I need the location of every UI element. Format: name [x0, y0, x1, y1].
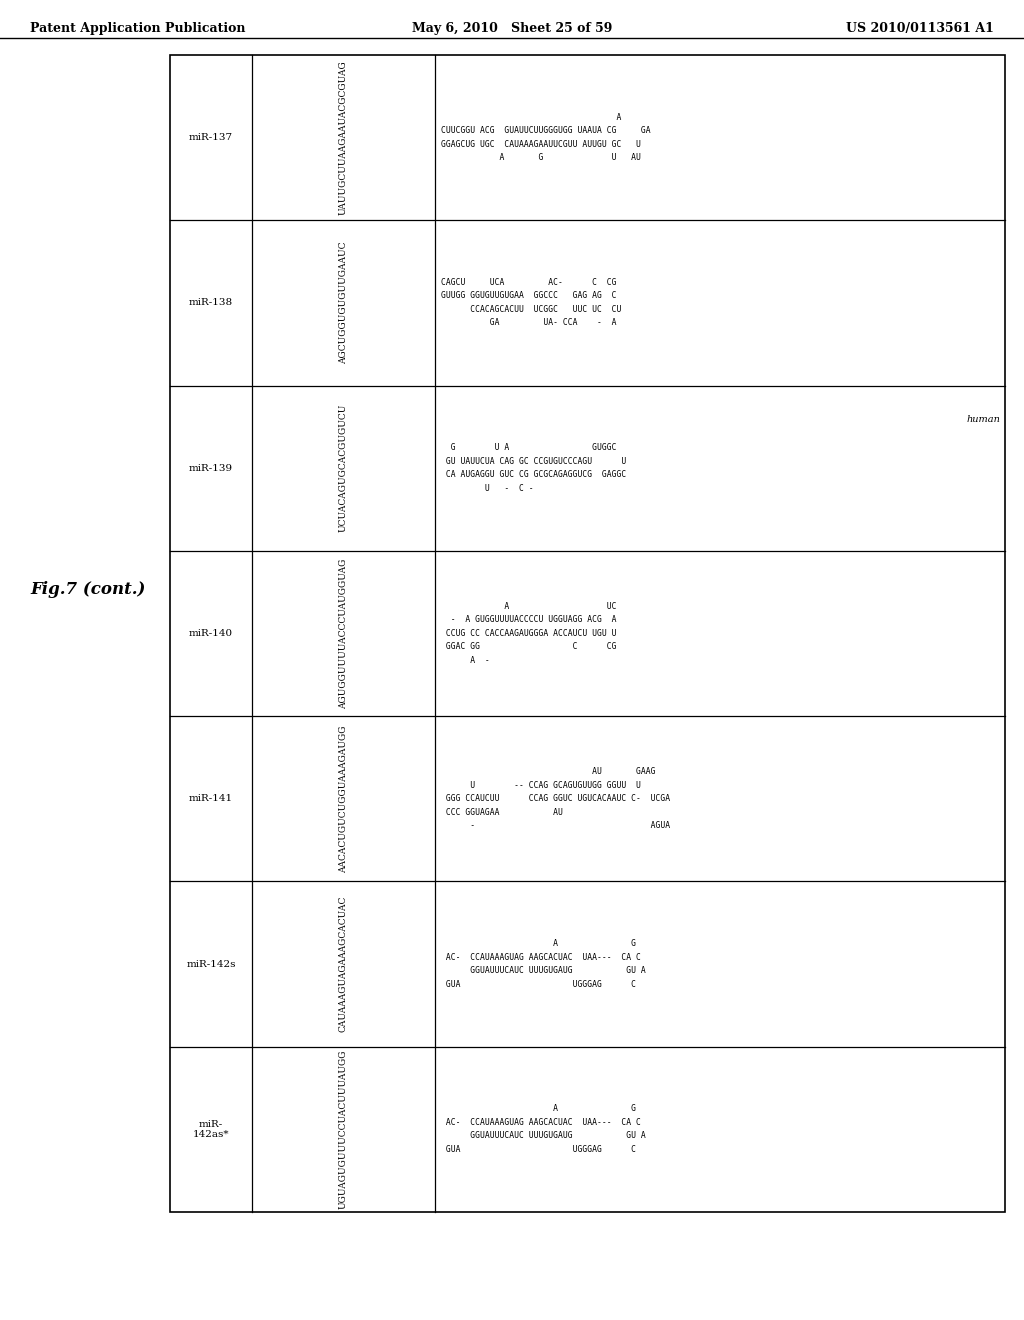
- Text: miR-138: miR-138: [189, 298, 233, 308]
- Text: CAGCU     UCA         AC-      C  CG: CAGCU UCA AC- C CG: [441, 279, 616, 286]
- Text: UCUACAGUGCACGUGUCU: UCUACAGUGCACGUGUCU: [339, 404, 348, 532]
- Text: A       G              U   AU: A G U AU: [441, 153, 641, 162]
- Bar: [170, 55, 1005, 1212]
- Text: CCACAGCACUU  UCGGC   UUC UC  CU: CCACAGCACUU UCGGC UUC UC CU: [441, 305, 622, 314]
- Text: miR-140: miR-140: [189, 630, 233, 638]
- Text: GGG CCAUCUU      CCAG GGUC UGUCACAAUC C-  UCGA: GGG CCAUCUU CCAG GGUC UGUCACAAUC C- UCGA: [441, 795, 670, 803]
- Text: miR-142s: miR-142s: [186, 960, 236, 969]
- Text: GA         UA- CCA    -  A: GA UA- CCA - A: [441, 318, 616, 327]
- Text: AACACUGUCUGGUAAAGAUGG: AACACUGUCUGGUAAAGAUGG: [339, 725, 348, 873]
- Text: miR-
142as*: miR- 142as*: [193, 1119, 229, 1139]
- Text: CAUAAAGUAGAAAGCACUAC: CAUAAAGUAGAAAGCACUAC: [339, 896, 348, 1032]
- Text: AC-  CCAUAAAGUAG AAGCACUAC  UAA---  CA C: AC- CCAUAAAGUAG AAGCACUAC UAA--- CA C: [441, 953, 641, 961]
- Text: AU       GAAG: AU GAAG: [441, 767, 655, 776]
- Text: A               G: A G: [441, 1105, 636, 1113]
- Text: UGUAGUGUUUCCUACUUUAUGG: UGUAGUGUUUCCUACUUUAUGG: [339, 1049, 348, 1209]
- Text: GUA                       UGGGAG      C: GUA UGGGAG C: [441, 979, 636, 989]
- Text: miR-137: miR-137: [189, 133, 233, 143]
- Text: CCUG CC CACCAAGAUGGGA ACCAUCU UGU U: CCUG CC CACCAAGAUGGGA ACCAUCU UGU U: [441, 628, 616, 638]
- Text: AC-  CCAUAAAGUAG AAGCACUAC  UAA---  CA C: AC- CCAUAAAGUAG AAGCACUAC UAA--- CA C: [441, 1118, 641, 1127]
- Text: GUA                       UGGGAG      C: GUA UGGGAG C: [441, 1144, 636, 1154]
- Text: Patent Application Publication: Patent Application Publication: [30, 22, 246, 36]
- Text: UAUUGCUUAAGAAUACGCGUAG: UAUUGCUUAAGAAUACGCGUAG: [339, 61, 348, 215]
- Text: miR-139: miR-139: [189, 463, 233, 473]
- Text: GGAGCUG UGC  CAUAAAGAAUUCGUU AUUGU GC   U: GGAGCUG UGC CAUAAAGAAUUCGUU AUUGU GC U: [441, 140, 641, 149]
- Text: A: A: [441, 112, 622, 121]
- Text: Fig.7 (cont.): Fig.7 (cont.): [30, 582, 145, 598]
- Text: -  A GUGGUUUUACCCCU UGGUAGG ACG  A: - A GUGGUUUUACCCCU UGGUAGG ACG A: [441, 615, 616, 624]
- Text: GGUAUUUCAUC UUUGUGAUG           GU A: GGUAUUUCAUC UUUGUGAUG GU A: [441, 1131, 646, 1140]
- Text: CCC GGUAGAA           AU: CCC GGUAGAA AU: [441, 808, 563, 817]
- Text: GGAC GG                   C      CG: GGAC GG C CG: [441, 643, 616, 651]
- Text: miR-141: miR-141: [189, 795, 233, 804]
- Text: GUUGG GGUGUUGUGAA  GGCCC   GAG AG  C: GUUGG GGUGUUGUGAA GGCCC GAG AG C: [441, 292, 616, 301]
- Text: US 2010/0113561 A1: US 2010/0113561 A1: [846, 22, 994, 36]
- Text: G        U A                 GUGGC: G U A GUGGC: [441, 444, 616, 453]
- Text: A                    UC: A UC: [441, 602, 616, 611]
- Text: A               G: A G: [441, 939, 636, 948]
- Text: GGUAUUUCAUC UUUGUGAUG           GU A: GGUAUUUCAUC UUUGUGAUG GU A: [441, 966, 646, 975]
- Text: GU UAUUCUA CAG GC CCGUGUCCCAGU      U: GU UAUUCUA CAG GC CCGUGUCCCAGU U: [441, 457, 627, 466]
- Text: A  -: A -: [441, 656, 489, 665]
- Text: CA AUGAGGU GUC CG GCGCAGAGGUCG  GAGGC: CA AUGAGGU GUC CG GCGCAGAGGUCG GAGGC: [441, 470, 627, 479]
- Text: CUUCGGU ACG  GUAUUCUUGGGUGG UAAUA CG     GA: CUUCGGU ACG GUAUUCUUGGGUGG UAAUA CG GA: [441, 127, 650, 135]
- Text: -                                    AGUA: - AGUA: [441, 821, 670, 830]
- Text: human: human: [966, 416, 1000, 424]
- Text: U   -  C -: U - C -: [441, 483, 534, 492]
- Text: AGCUGGUGUGUUGAAUC: AGCUGGUGUGUUGAAUC: [339, 242, 348, 364]
- Text: May 6, 2010   Sheet 25 of 59: May 6, 2010 Sheet 25 of 59: [412, 22, 612, 36]
- Text: U        -- CCAG GCAGUGUUGG GGUU  U: U -- CCAG GCAGUGUUGG GGUU U: [441, 780, 641, 789]
- Text: AGUGGUUUUACCCUAUGGUAG: AGUGGUUUUACCCUAUGGUAG: [339, 558, 348, 709]
